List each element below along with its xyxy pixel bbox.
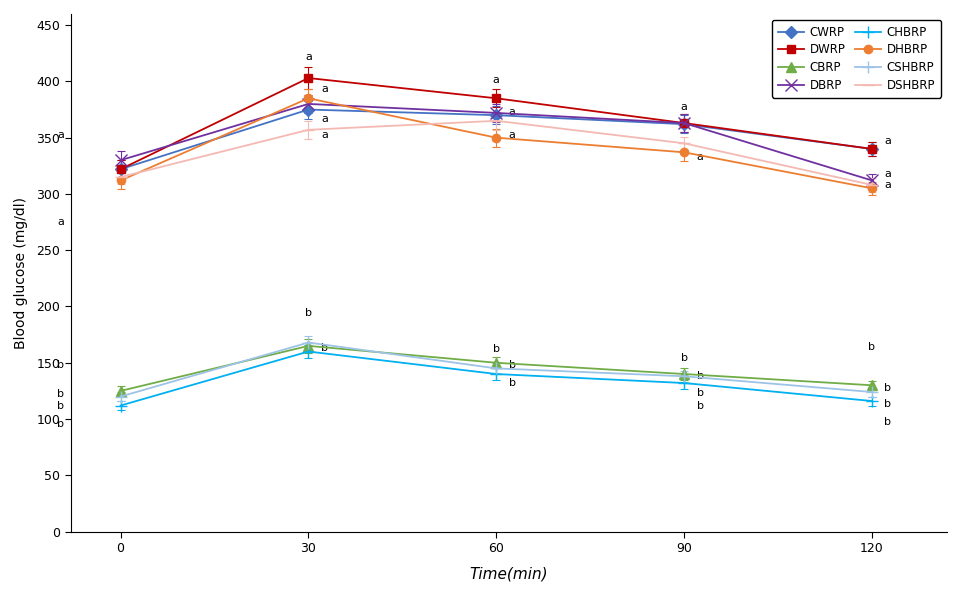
Text: a: a bbox=[321, 114, 328, 124]
Text: b: b bbox=[321, 343, 328, 353]
Text: b: b bbox=[305, 308, 312, 318]
Text: b: b bbox=[884, 399, 892, 409]
X-axis label: Time(min): Time(min) bbox=[470, 566, 548, 581]
Text: b: b bbox=[508, 360, 516, 370]
Text: a: a bbox=[884, 180, 892, 190]
Text: a: a bbox=[321, 130, 328, 140]
Text: b: b bbox=[508, 378, 516, 388]
Text: b: b bbox=[58, 418, 64, 428]
Y-axis label: Blood glucose (mg/dl): Blood glucose (mg/dl) bbox=[13, 197, 28, 349]
Text: b: b bbox=[697, 400, 703, 411]
Text: b: b bbox=[58, 360, 64, 370]
Text: a: a bbox=[305, 52, 312, 62]
Legend: CWRP, DWRP, CBRP, DBRP, CHBRP, DHBRP, CSHBRP, DSHBRP: CWRP, DWRP, CBRP, DBRP, CHBRP, DHBRP, CS… bbox=[772, 20, 941, 98]
Text: a: a bbox=[697, 152, 703, 162]
Text: a: a bbox=[680, 102, 687, 112]
Text: a: a bbox=[58, 130, 64, 140]
Text: a: a bbox=[508, 107, 516, 117]
Text: b: b bbox=[58, 400, 64, 411]
Text: a: a bbox=[884, 136, 892, 146]
Text: b: b bbox=[680, 353, 688, 363]
Text: b: b bbox=[697, 371, 703, 381]
Text: b: b bbox=[884, 383, 892, 393]
Text: a: a bbox=[58, 217, 64, 227]
Text: a: a bbox=[117, 177, 124, 187]
Text: a: a bbox=[884, 169, 892, 178]
Text: a: a bbox=[321, 84, 328, 94]
Text: a: a bbox=[508, 130, 516, 140]
Text: b: b bbox=[58, 389, 64, 399]
Text: b: b bbox=[697, 388, 703, 398]
Text: b: b bbox=[869, 342, 875, 352]
Text: b: b bbox=[493, 344, 500, 354]
Text: b: b bbox=[884, 418, 892, 427]
Text: a: a bbox=[493, 75, 500, 85]
